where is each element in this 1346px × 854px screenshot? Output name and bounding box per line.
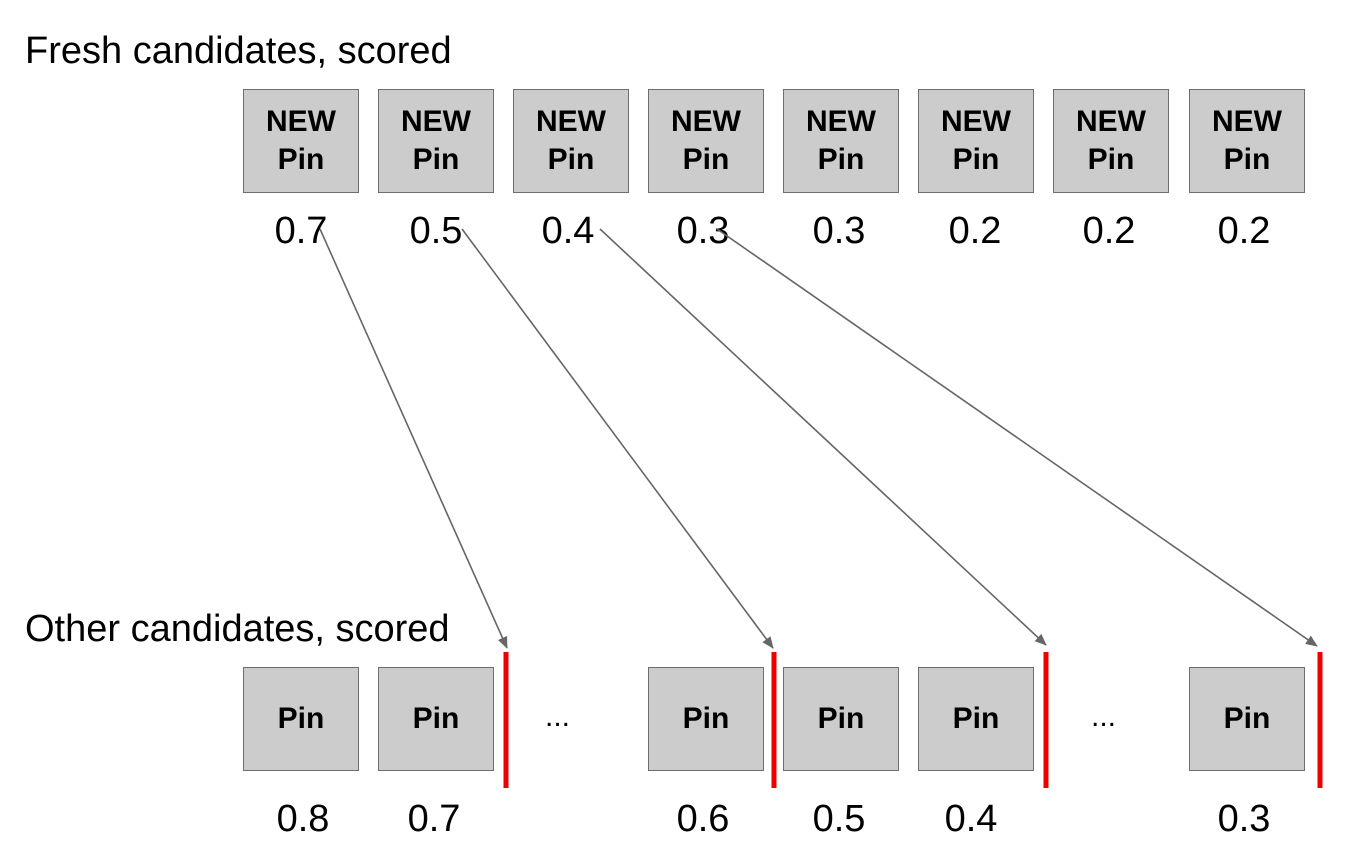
ellipsis-right: ... — [1091, 700, 1117, 733]
new-pin-7: NEW Pin — [1053, 89, 1169, 193]
new-pin-sublabel: Pin — [952, 143, 1000, 176]
new-pin-score-2: 0.5 — [409, 210, 463, 252]
other-pin-label: Pin — [277, 702, 325, 735]
new-pin-label: NEW — [1212, 105, 1282, 138]
new-pin-label: NEW — [266, 105, 336, 138]
new-pin-score-7: 0.2 — [1082, 210, 1136, 252]
new-pin-score-3: 0.4 — [541, 210, 595, 252]
new-pin-sublabel: Pin — [1087, 143, 1135, 176]
new-pin-sublabel: Pin — [547, 143, 595, 176]
other-pin-label: Pin — [1223, 702, 1271, 735]
new-pin-score-6: 0.2 — [948, 210, 1002, 252]
new-pin-2: NEW Pin — [378, 89, 494, 193]
other-pin-6: Pin — [1189, 667, 1305, 771]
other-pin-score-2: 0.7 — [407, 798, 461, 840]
new-pin-label: NEW — [1076, 105, 1146, 138]
new-pin-score-8: 0.2 — [1217, 210, 1271, 252]
new-pin-label: NEW — [536, 105, 606, 138]
other-pin-4: Pin — [783, 667, 899, 771]
new-pin-sublabel: Pin — [277, 143, 325, 176]
new-pin-sublabel: Pin — [682, 143, 730, 176]
new-pin-score-1: 0.7 — [274, 210, 328, 252]
new-pin-score-5: 0.3 — [812, 210, 866, 252]
new-pin-sublabel: Pin — [412, 143, 460, 176]
new-pin-label: NEW — [806, 105, 876, 138]
other-pin-score-5: 0.4 — [944, 798, 998, 840]
other-pin-label: Pin — [682, 702, 730, 735]
other-pin-label: Pin — [952, 702, 1000, 735]
other-pin-2: Pin — [378, 667, 494, 771]
other-pin-1: Pin — [243, 667, 359, 771]
insertion-arrow-1 — [319, 228, 508, 649]
new-pin-6: NEW Pin — [918, 89, 1034, 193]
insertion-arrow-4 — [716, 228, 1318, 647]
new-pin-sublabel: Pin — [1223, 143, 1271, 176]
other-pin-score-4: 0.5 — [812, 798, 866, 840]
new-pin-label: NEW — [401, 105, 471, 138]
insertion-arrow-3 — [599, 228, 1047, 646]
other-pin-label: Pin — [817, 702, 865, 735]
other-pin-score-6: 0.3 — [1217, 798, 1271, 840]
new-pin-5: NEW Pin — [783, 89, 899, 193]
new-pin-sublabel: Pin — [817, 143, 865, 176]
new-pin-label: NEW — [941, 105, 1011, 138]
new-pin-3: NEW Pin — [513, 89, 629, 193]
other-pin-5: Pin — [918, 667, 1034, 771]
fresh-candidates-title: Fresh candidates, scored — [25, 30, 452, 72]
insertion-arrow-2 — [461, 228, 774, 649]
new-pin-8: NEW Pin — [1189, 89, 1305, 193]
new-pin-4: NEW Pin — [648, 89, 764, 193]
other-pin-3: Pin — [648, 667, 764, 771]
new-pin-1: NEW Pin — [243, 89, 359, 193]
new-pin-label: NEW — [671, 105, 741, 138]
other-pin-label: Pin — [412, 702, 460, 735]
other-candidates-title: Other candidates, scored — [25, 608, 450, 650]
other-pin-score-3: 0.6 — [676, 798, 730, 840]
other-pin-score-1: 0.8 — [276, 798, 330, 840]
ellipsis-left: ... — [545, 700, 571, 733]
